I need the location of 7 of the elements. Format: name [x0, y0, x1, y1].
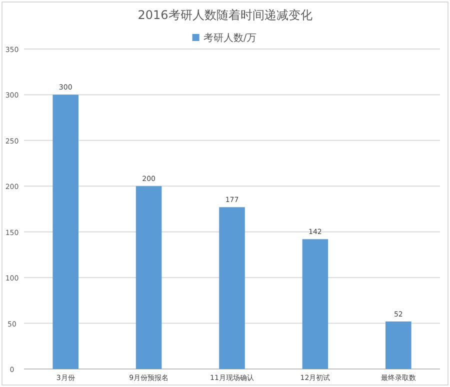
legend-label: 考研人数/万 — [203, 32, 257, 44]
bar — [219, 207, 245, 369]
bar — [302, 239, 328, 369]
bar — [386, 321, 412, 369]
bar — [136, 186, 162, 369]
chart-title: 2016考研人数随着时间递减变化 — [138, 8, 312, 22]
bar — [52, 94, 78, 369]
